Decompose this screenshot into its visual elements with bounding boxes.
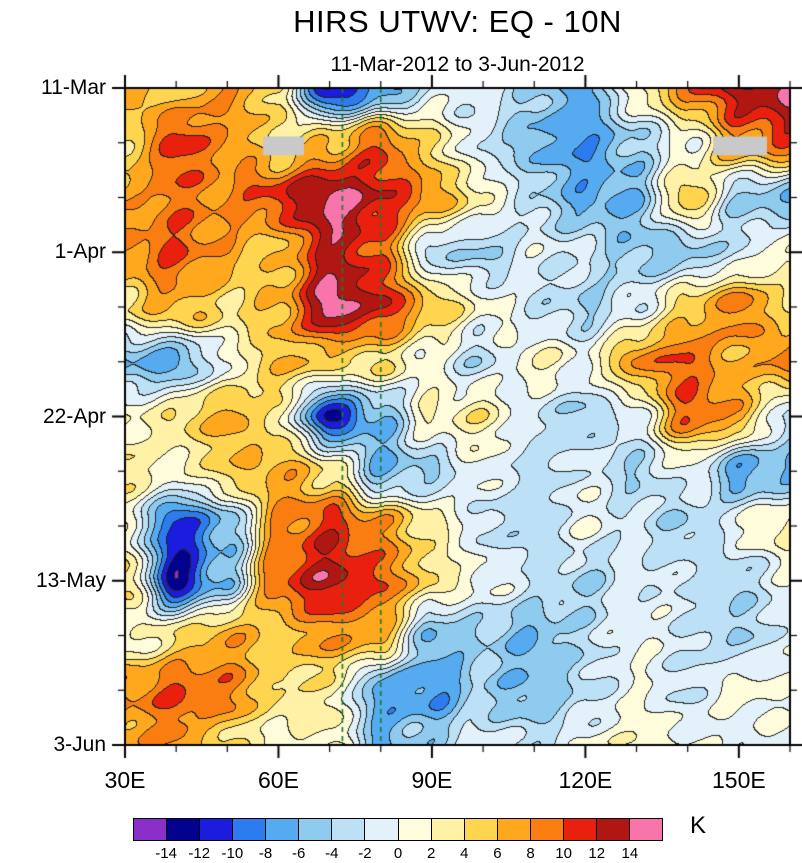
colorbar-tick-label: -6 — [291, 845, 306, 862]
colorbar-tick-label: 4 — [460, 845, 469, 862]
y-axis-tick-label: 13-May — [35, 568, 106, 592]
y-axis-tick-label: 11-Mar — [41, 76, 106, 99]
colorbar-cell — [233, 819, 267, 840]
colorbar-unit-label: K — [690, 812, 707, 839]
colorbar-tick-label: -8 — [258, 845, 273, 862]
colorbar-tick-label: -4 — [325, 845, 339, 862]
y-axis-tick-label: 3-Jun — [53, 733, 106, 756]
colorbar-tick-label: 8 — [526, 845, 535, 862]
colorbar-cell — [266, 819, 300, 840]
x-axis-tick-label: 120E — [558, 767, 613, 793]
colorbar-cell — [299, 819, 333, 840]
colorbar-tick-label: -12 — [188, 845, 211, 862]
colorbar-cell — [200, 819, 234, 840]
colorbar-cell — [629, 819, 662, 840]
x-axis-tick-label: 30E — [104, 767, 146, 793]
x-axis-tick-label: 90E — [411, 767, 453, 793]
colorbar-cell — [398, 819, 432, 840]
colorbar-tick-label: 2 — [426, 845, 436, 862]
colorbar-cell — [134, 819, 168, 840]
colorbar-tick-label: 6 — [493, 845, 502, 862]
colorbar-cell — [332, 819, 366, 840]
colorbar-cell — [497, 819, 531, 840]
x-axis-tick-label: 150E — [711, 767, 766, 793]
colorbar-tick-label: 10 — [555, 845, 572, 862]
colorbar-cell — [167, 819, 201, 840]
colorbar-cells — [133, 818, 663, 841]
colorbar-tick-label: 12 — [588, 845, 606, 862]
colorbar-tick-label: -14 — [155, 845, 177, 862]
y-axis-tick-label: 1-Apr — [54, 240, 106, 264]
y-axis-tick-label: 22-Apr — [42, 404, 106, 428]
colorbar-cell — [464, 819, 498, 840]
colorbar-tick-label: -2 — [358, 845, 372, 862]
x-axis-tick-label: 60E — [257, 767, 299, 793]
colorbar-cell — [563, 819, 597, 840]
colorbar-cell — [596, 819, 630, 840]
colorbar-cell — [431, 819, 465, 840]
colorbar-cell — [365, 819, 399, 840]
colorbar-tick-label: 14 — [621, 845, 639, 862]
colorbar-tick-label: -10 — [221, 845, 244, 862]
colorbar-cell — [530, 819, 564, 840]
colorbar-tick-label: 0 — [393, 845, 403, 862]
